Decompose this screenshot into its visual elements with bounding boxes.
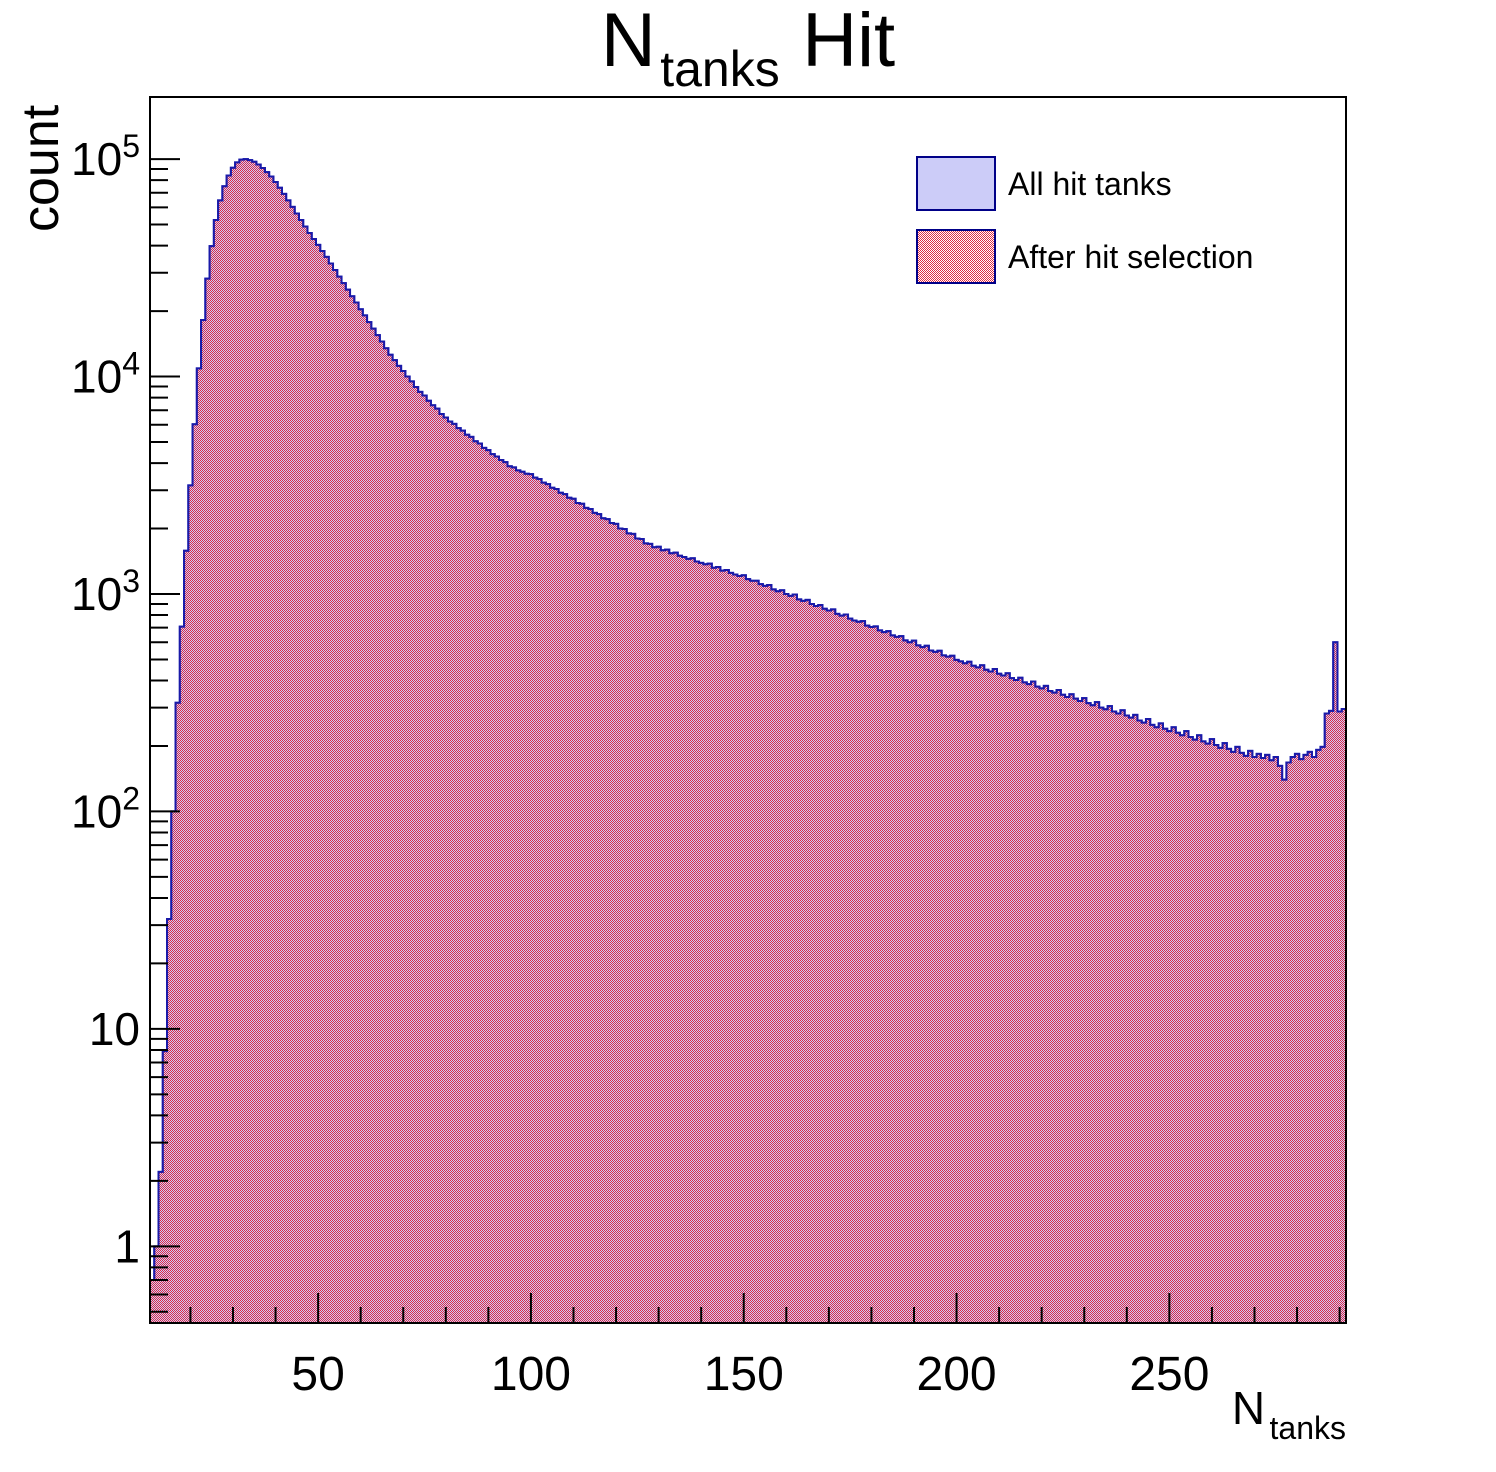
y-tick-label: 10	[89, 1003, 140, 1055]
histogram-series-group	[149, 158, 1347, 1323]
chart-title-main: N	[601, 0, 656, 83]
x-tick-label: 100	[491, 1348, 571, 1401]
y-axis-title: count	[12, 104, 70, 232]
chart-title-rest: Hit	[802, 0, 895, 83]
x-tick-label: 150	[704, 1348, 784, 1401]
x-axis-title-subscript: tanks	[1270, 1410, 1346, 1446]
y-tick-label: 103	[71, 563, 140, 620]
axis-ticks-group	[150, 158, 1341, 1323]
x-axis-title: N tanks	[1232, 1382, 1346, 1446]
x-tick-label: 50	[291, 1348, 344, 1401]
chart-title: N tanks Hit	[601, 0, 895, 97]
plot-frame	[149, 96, 1347, 1324]
legend-label-all-hit-tanks: All hit tanks	[1008, 166, 1172, 202]
y-tick-label: 104	[71, 346, 140, 403]
chart-title-subscript: tanks	[660, 41, 780, 97]
legend: All hit tanks After hit selection	[916, 156, 1253, 284]
legend-swatch-all-hit-tanks	[916, 156, 996, 211]
y-tick-label: 1	[114, 1220, 140, 1272]
hist-after-hit-selection-area	[149, 158, 1347, 1323]
legend-label-after-hit-selection: After hit selection	[1008, 239, 1253, 275]
x-axis-title-main: N	[1232, 1382, 1265, 1434]
y-tick-label: 105	[71, 128, 140, 185]
y-tick-label: 102	[71, 780, 140, 837]
legend-swatch-after-hit-selection	[916, 229, 996, 284]
x-tick-label: 200	[917, 1348, 997, 1401]
x-tick-label: 250	[1129, 1348, 1209, 1401]
